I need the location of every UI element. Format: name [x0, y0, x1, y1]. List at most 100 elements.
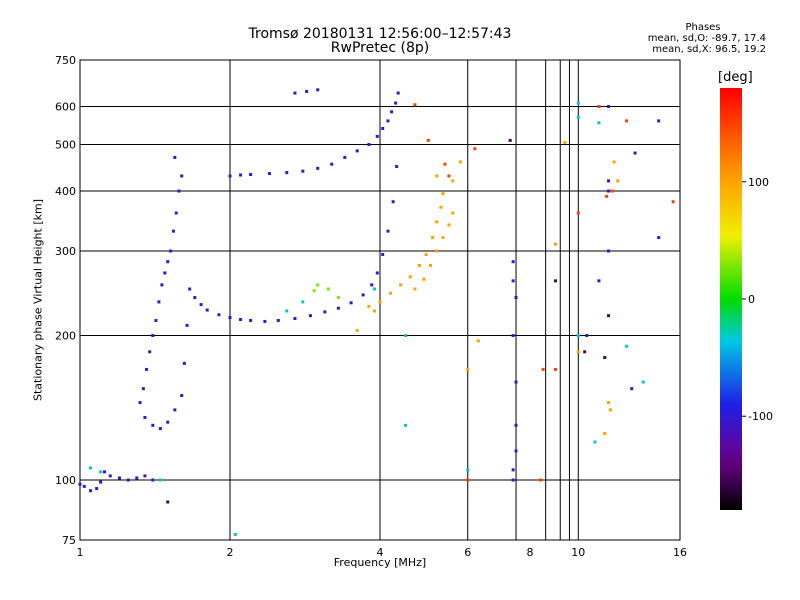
data-point — [641, 380, 645, 384]
data-point — [145, 367, 149, 371]
x-axis-label: Frequency [MHz] — [333, 556, 427, 569]
data-point — [375, 134, 379, 138]
data-point — [249, 318, 253, 322]
data-point — [473, 147, 477, 151]
data-point — [381, 253, 385, 257]
data-point — [323, 310, 327, 314]
y-axis-label: Stationary phase Virtual Height [km] — [31, 198, 45, 402]
data-point — [143, 415, 147, 419]
data-point — [308, 314, 312, 318]
data-point — [349, 301, 353, 305]
x-tick-label: 16 — [673, 546, 687, 559]
data-point — [396, 91, 400, 95]
data-point — [395, 164, 399, 168]
data-point — [576, 115, 580, 119]
data-point — [95, 487, 99, 491]
data-point — [607, 401, 611, 405]
data-point — [330, 162, 334, 166]
data-point — [158, 478, 162, 482]
data-point — [89, 489, 93, 493]
data-point — [157, 300, 161, 304]
phase-stats-x: mean, sd,X: 96.5, 19.2 — [652, 44, 766, 55]
x-tick-label: 4 — [377, 546, 384, 559]
data-point — [426, 138, 430, 142]
data-point — [391, 200, 395, 204]
data-point — [608, 408, 612, 412]
data-point — [466, 367, 470, 371]
data-point — [447, 223, 451, 227]
data-point — [403, 334, 407, 338]
data-point — [336, 296, 340, 300]
data-point — [511, 260, 515, 264]
data-point — [217, 313, 221, 317]
data-point — [514, 449, 518, 453]
data-point — [511, 334, 515, 338]
data-point — [305, 89, 309, 93]
phase-stats: Phases mean, sd,O: -89.7, 17.4 mean, sd,… — [600, 22, 766, 55]
data-point — [316, 166, 320, 170]
data-point — [466, 478, 470, 482]
data-point — [576, 350, 580, 354]
data-point — [413, 287, 417, 291]
data-point — [603, 355, 607, 359]
data-point — [267, 172, 271, 176]
data-point — [381, 126, 385, 130]
data-point — [451, 179, 455, 183]
y-tick-label: 75 — [62, 534, 76, 547]
data-point — [160, 283, 164, 287]
data-point — [285, 309, 289, 313]
data-point — [417, 263, 421, 267]
data-point — [138, 401, 142, 405]
chart-subtitle: RwPretec (8p) — [330, 40, 430, 56]
phase-stats-o: mean, sd,O: -89.7, 17.4 — [647, 33, 766, 44]
data-point — [607, 179, 611, 183]
data-point — [539, 478, 543, 482]
data-point — [117, 476, 121, 480]
data-point — [403, 423, 407, 427]
data-point — [428, 263, 432, 267]
data-point — [177, 189, 181, 193]
colorbar-unit-label: [deg] — [718, 70, 753, 85]
data-point — [205, 308, 209, 312]
data-point — [394, 101, 398, 105]
data-point — [458, 160, 462, 164]
data-point — [141, 387, 145, 391]
data-point — [612, 160, 616, 164]
data-point — [597, 105, 601, 109]
data-point — [343, 155, 347, 159]
data-point — [173, 408, 177, 412]
data-point — [233, 533, 237, 537]
y-tick-label: 600 — [55, 101, 76, 114]
x-tick-label: 10 — [571, 546, 585, 559]
data-point — [188, 287, 192, 291]
data-point — [583, 350, 587, 354]
data-point — [228, 316, 232, 320]
data-point — [576, 334, 580, 338]
data-point — [422, 277, 426, 281]
data-point — [171, 229, 175, 233]
data-point — [443, 162, 447, 166]
data-point — [607, 189, 611, 193]
data-point — [143, 474, 147, 478]
data-point — [616, 179, 620, 183]
data-point — [163, 271, 167, 275]
data-point — [375, 271, 379, 275]
y-tick-label: 750 — [55, 54, 76, 67]
data-point — [435, 174, 439, 178]
data-point — [553, 242, 557, 246]
data-point — [511, 478, 515, 482]
data-point — [239, 317, 243, 321]
data-point — [413, 103, 417, 107]
phase-stats-heading: Phases — [685, 22, 721, 33]
data-point — [89, 466, 93, 470]
data-point — [671, 200, 675, 204]
data-point — [441, 236, 445, 240]
data-point — [390, 110, 394, 114]
data-point — [316, 283, 320, 287]
data-point — [180, 174, 184, 178]
data-point — [199, 303, 203, 307]
data-point — [424, 253, 428, 257]
data-point — [439, 205, 443, 209]
data-point — [553, 367, 557, 371]
